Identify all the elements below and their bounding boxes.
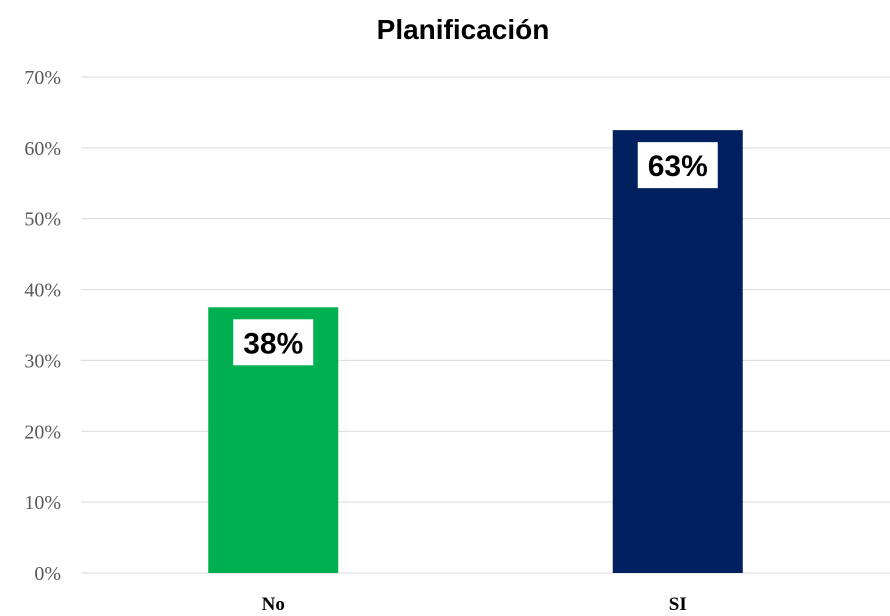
y-tick-label-5: 50% [24, 209, 61, 231]
data-label-si: 63% [637, 142, 718, 189]
y-tick-label-7: 70% [24, 67, 61, 89]
y-tick-label-4: 40% [24, 280, 61, 302]
y-tick-label-1: 10% [24, 492, 61, 514]
x-axis-categories: No SI [262, 594, 687, 615]
y-tick-label-3: 30% [24, 350, 61, 372]
x-category-label-si: SI [669, 594, 687, 615]
y-tick-label-2: 20% [24, 421, 61, 443]
data-label-no: 38% [233, 319, 314, 366]
chart-title: Planificación [377, 14, 550, 45]
x-category-label-no: No [262, 594, 285, 615]
data-label-background [233, 319, 314, 366]
data-label-text: 38% [243, 327, 303, 360]
y-tick-label-0: 0% [34, 563, 61, 585]
bars [208, 130, 743, 573]
data-labels: 38% 63% [233, 142, 718, 366]
gridlines [81, 76, 890, 574]
data-label-background [637, 142, 718, 189]
y-tick-label-6: 60% [24, 138, 61, 160]
data-label-text: 63% [648, 150, 708, 183]
bar-si [612, 130, 743, 573]
y-axis-ticks: 0% 10% 20% 30% 40% 50% 60% 70% [24, 67, 61, 585]
